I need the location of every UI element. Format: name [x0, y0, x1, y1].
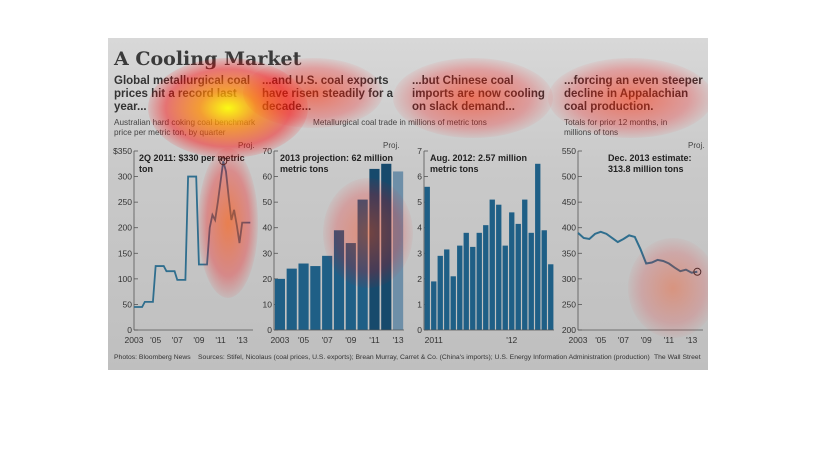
- imports-ytick-label: 2: [417, 274, 422, 284]
- imports-ytick-label: 6: [417, 172, 422, 182]
- production-xtick-label: 2003: [569, 335, 588, 345]
- exports-bar: [286, 268, 297, 330]
- imports-bar: [424, 186, 430, 330]
- price-xtick-label: '07: [172, 335, 183, 345]
- price-xtick-label: '11: [215, 335, 226, 345]
- price-ytick-label: 150: [118, 248, 132, 258]
- publisher-brand: The Wall Street: [654, 354, 701, 361]
- production-estimate-marker: [693, 267, 702, 276]
- imports-ytick-label: 3: [417, 248, 422, 258]
- imports-bar: [489, 199, 495, 330]
- price-ytick-label: 0: [127, 325, 132, 335]
- exports-ytick-label: 60: [263, 172, 273, 182]
- production-xtick-label: '11: [664, 335, 675, 345]
- production-series-line: [577, 230, 698, 274]
- imports-ytick-label: 7: [417, 146, 422, 156]
- exports-xtick-label: '07: [322, 335, 333, 345]
- imports-bar: [470, 246, 476, 330]
- imports-ytick-label: 0: [417, 325, 422, 335]
- production-ytick-label: 200: [562, 325, 576, 335]
- panel3-annotation: Aug. 2012: 2.57 million metric tons: [430, 153, 528, 174]
- production-xtick-label: '05: [595, 335, 606, 345]
- exports-xtick-label: '13: [393, 335, 404, 345]
- exports-bar: [357, 199, 368, 330]
- production-line-chart: 200 250 300 350 400 450 500 550 2003 '05 '07 '09 '11…: [562, 146, 703, 345]
- exports-xtick-label: '05: [298, 335, 309, 345]
- imports-bar: [548, 264, 554, 330]
- imports-bar: [515, 223, 521, 330]
- panel2-annotation: 2013 projection: 62 million metric tons: [280, 153, 394, 174]
- production-ytick-label: 450: [562, 197, 576, 207]
- exports-ytick-label: 50: [263, 197, 273, 207]
- panel1-annotation: 2Q 2011: $330 per metric ton: [139, 153, 245, 174]
- imports-bar: [522, 199, 528, 330]
- imports-bar: [483, 225, 489, 330]
- price-ytick-label: $350: [113, 146, 132, 156]
- exports-bar: [333, 230, 345, 330]
- exports-ytick-label: 10: [263, 299, 273, 309]
- exports-bar: [274, 278, 285, 330]
- imports-ytick-label: 5: [417, 197, 422, 207]
- price-ytick-label: 50: [123, 299, 133, 309]
- price-ytick-label: 300: [118, 172, 132, 182]
- imports-bar: [502, 245, 508, 330]
- imports-bar: [509, 212, 515, 330]
- production-ytick-label: 500: [562, 172, 576, 182]
- imports-bar: [431, 281, 437, 330]
- exports-bar: [393, 171, 404, 330]
- imports-ytick-label: 1: [417, 299, 422, 309]
- exports-xtick-label: 2003: [270, 335, 289, 345]
- exports-ytick-label: 20: [263, 274, 273, 284]
- sources-note: Sources: Stifel, Nicolaus (coal prices, …: [198, 354, 650, 361]
- price-ytick-label: 100: [118, 274, 132, 284]
- exports-bar: [381, 163, 392, 330]
- price-xtick-label: 2003: [125, 335, 144, 345]
- imports-bar: [463, 232, 469, 330]
- imports-bar: [450, 276, 456, 330]
- imports-xtick-label: 2011: [425, 335, 444, 345]
- exports-bar: [310, 266, 321, 330]
- exports-ytick-label: 0: [267, 325, 272, 335]
- imports-xtick-label: '12: [506, 335, 517, 345]
- photo-credit: Photos: Bloomberg News: [114, 354, 191, 361]
- panel4-proj-label: Proj.: [688, 141, 705, 150]
- imports-bar: [437, 255, 443, 330]
- imports-ytick-label: 4: [417, 223, 422, 233]
- price-ytick-label: 250: [118, 197, 132, 207]
- exports-ytick-label: 30: [263, 248, 273, 258]
- exports-bar: [345, 243, 356, 330]
- imports-bar: [535, 163, 541, 330]
- production-ytick-label: 350: [562, 248, 576, 258]
- price-xtick-label: '09: [193, 335, 204, 345]
- price-xtick-label: '13: [237, 335, 248, 345]
- exports-bar: [298, 263, 309, 330]
- production-ytick-label: 300: [562, 274, 576, 284]
- imports-bar-chart: 0 1 2 3 4 5 6 7 2011 '12: [417, 146, 554, 345]
- imports-bar: [496, 204, 502, 330]
- production-ytick-label: 250: [562, 299, 576, 309]
- price-xtick-label: '05: [150, 335, 161, 345]
- production-ytick-label: 550: [562, 146, 576, 156]
- panel2-proj-label: Proj.: [383, 141, 400, 150]
- production-xtick-label: '07: [618, 335, 629, 345]
- exports-xtick-label: '09: [345, 335, 356, 345]
- coal-market-graphic: A Cooling Market Global metallurgical co…: [108, 38, 708, 370]
- imports-bar: [457, 245, 463, 330]
- production-ytick-label: 400: [562, 223, 576, 233]
- exports-bar: [369, 168, 380, 330]
- imports-bar: [476, 232, 482, 330]
- panel4-annotation: Dec. 2013 estimate: 313.8 million tons: [608, 153, 692, 174]
- exports-bar: [322, 255, 333, 330]
- exports-ytick-label: 40: [263, 223, 273, 233]
- price-ytick-label: 200: [118, 223, 132, 233]
- imports-bar: [541, 230, 547, 330]
- exports-xtick-label: '11: [369, 335, 380, 345]
- production-xtick-label: '09: [641, 335, 652, 345]
- production-xtick-label: '13: [686, 335, 697, 345]
- imports-bar: [444, 249, 450, 330]
- imports-bar: [528, 232, 534, 330]
